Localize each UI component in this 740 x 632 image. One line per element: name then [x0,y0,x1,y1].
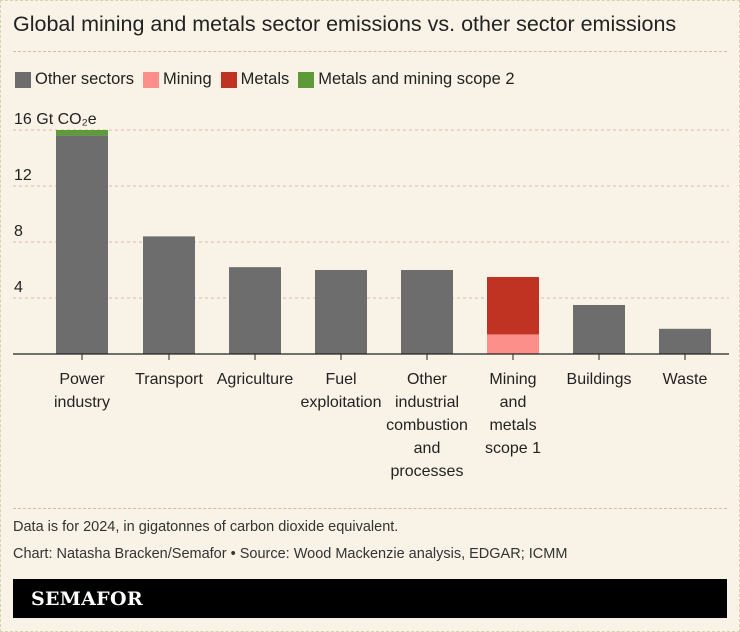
y-tick-label: 4 [14,279,23,296]
semafor-logo: SEMAFOR [31,588,143,610]
bar [659,328,711,354]
x-tick-label-line: industry [54,394,110,411]
x-tick-label: Agriculture [217,371,294,388]
legend-label-scope2: Metals and mining scope 2 [318,70,515,88]
x-tick-label-line: Waste [663,371,708,388]
legend-item-mining: Mining [143,70,212,89]
bar [229,267,281,354]
bar [56,135,108,354]
legend-item-other-sectors: Other sectors [15,70,134,89]
chart-title: Global mining and metals sector emission… [13,12,677,36]
legend: Other sectors Mining Metals Metals and m… [15,70,524,89]
x-tick-label: Mining and metals scope 1 [485,371,541,457]
legend-swatch-mining [143,71,160,88]
y-tick-label: 12 [14,167,32,184]
x-tick-label-line: Buildings [567,371,632,388]
y-tick-label: 16 Gt CO₂e [14,111,97,128]
title-divider [13,51,727,52]
x-tick-label-line: and [500,394,527,411]
x-tick-label-line: Fuel [325,371,356,388]
bar [487,334,539,354]
x-tick-label: Fuel exploitation [301,371,382,411]
x-tick-label-line: Agriculture [217,371,294,388]
x-tick-label-line: industrial [395,394,459,411]
bar [573,305,625,354]
x-tick-label-line: Transport [135,371,203,388]
x-tick-label-line: Other [407,371,448,388]
bar [315,270,367,354]
bar [56,130,108,136]
x-tick-label-line: and [414,440,441,457]
legend-label-other-sectors: Other sectors [35,70,135,88]
brand-bar: SEMAFOR [13,579,727,618]
x-tick-label: Waste [663,371,708,388]
x-tick-label-line: combustion [386,417,468,434]
x-tick-label-line: processes [391,463,464,480]
x-tick-label-line: Power [59,371,105,388]
legend-label-mining: Mining [163,70,212,88]
x-tick-label-line: Mining [489,371,536,388]
x-tick-label-line: scope 1 [485,440,541,457]
x-tick-label-line: exploitation [301,394,382,411]
y-tick-label: 8 [14,223,23,240]
bar [487,277,539,335]
x-tick-label: Other industrial combustion and processes [386,371,468,480]
bar [401,270,453,354]
legend-swatch-other-sectors [15,71,31,88]
legend-item-scope2: Metals and mining scope 2 [298,70,515,89]
footer-divider [13,508,727,509]
x-tick-label: Buildings [567,371,632,388]
bar-chart: 4 8 12 16 Gt CO₂e Power industry Transport Agri… [13,111,729,480]
x-tick-label: Power industry [54,371,110,411]
legend-swatch-metals [220,71,237,88]
legend-label-metals: Metals [240,70,290,88]
legend-item-metals: Metals [220,70,290,89]
chart-credit: Chart: Natasha Bracken/Semafor • Source:… [13,546,568,562]
x-tick-label: Transport [135,371,203,388]
data-note: Data is for 2024, in gigatonnes of carbo… [13,519,399,535]
x-tick-label-line: metals [489,417,536,434]
bar [143,236,195,354]
legend-swatch-scope2 [298,71,315,88]
